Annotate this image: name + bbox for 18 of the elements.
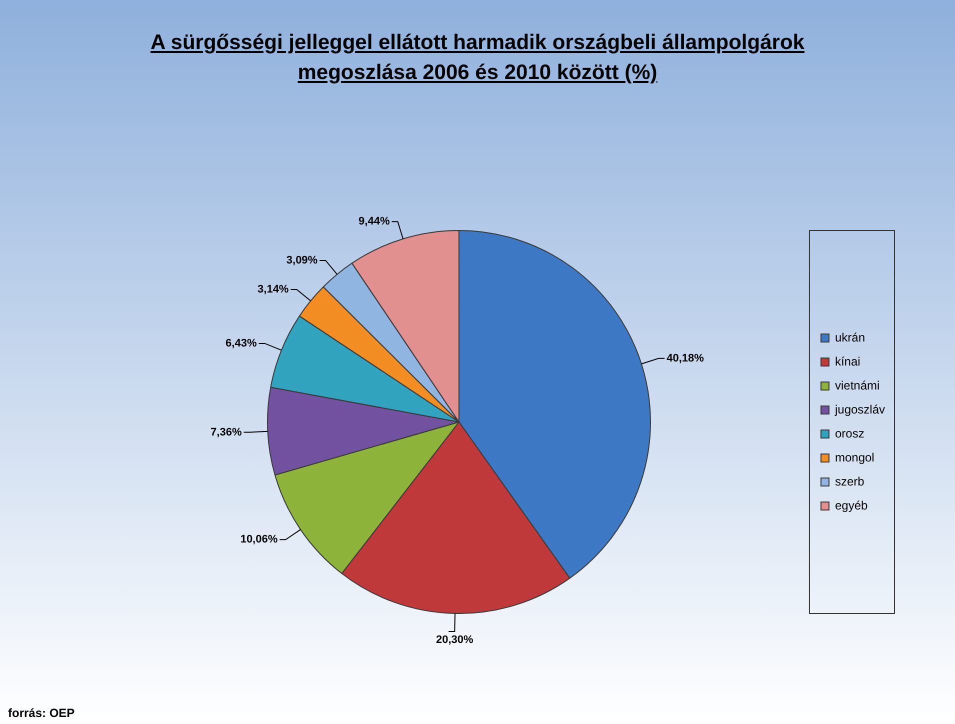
legend-label: vietnámi	[834, 378, 880, 392]
legend-label: ukrán	[834, 330, 866, 344]
legend-label: szerb	[834, 474, 865, 488]
data-label: 7,36%	[210, 426, 242, 438]
data-label: 20,30%	[436, 634, 474, 646]
legend-label: kínai	[834, 354, 860, 368]
legend-label: mongol	[834, 450, 874, 464]
legend-label: egyéb	[834, 498, 868, 512]
data-label: 10,06%	[240, 534, 278, 546]
data-label: 6,43%	[226, 338, 257, 350]
legend-label: orosz	[834, 426, 864, 440]
chart-title: A sürgősségi jelleggel ellátott harmadik országbeli állampolgárok megoszlása 2006 és 2010 között (%)	[150, 30, 806, 86]
data-label: 9,44%	[358, 216, 390, 228]
text: forrás: OEP	[8, 706, 75, 720]
legend-label: jugoszláv	[834, 402, 886, 416]
data-label: 40,18%	[666, 352, 704, 364]
data-label: 3,09%	[286, 254, 318, 266]
data-label: 3,14%	[258, 284, 289, 296]
